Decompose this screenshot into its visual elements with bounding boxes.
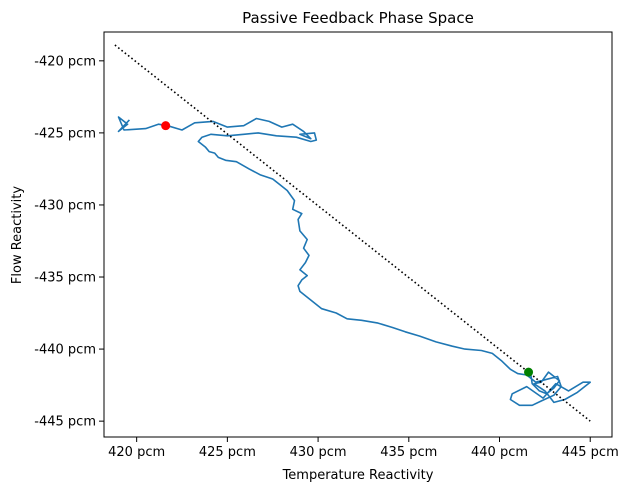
- x-axis-label: Temperature Reactivity: [282, 468, 434, 483]
- x-axis: 420 pcm 425 pcm 430 pcm 435 pcm 440 pcm 445 p…: [108, 437, 619, 460]
- trajectory-line: [117, 116, 592, 407]
- chart-title: Passive Feedback Phase Space: [242, 9, 474, 27]
- series-layer: [114, 44, 592, 422]
- plot-area: [104, 32, 612, 437]
- x-tick-label: 430 pcm: [290, 445, 347, 460]
- reference-dotted-line: [114, 44, 591, 422]
- start-point-marker: [161, 121, 171, 131]
- y-axis: -420 pcm -425 pcm -430 pcm -435 pcm -440 pcm…: [34, 54, 104, 430]
- y-tick-label: -420 pcm: [34, 54, 96, 69]
- y-tick-label: -430 pcm: [34, 198, 96, 213]
- plot-background: [104, 32, 612, 437]
- plot-frame: [103, 31, 613, 438]
- x-tick-label: 440 pcm: [471, 445, 528, 460]
- y-tick-label: -440 pcm: [34, 343, 96, 358]
- x-tick-label: 435 pcm: [380, 445, 437, 460]
- y-axis-label: Flow Reactivity: [10, 186, 25, 284]
- end-point-marker: [524, 367, 534, 377]
- x-tick-label: 420 pcm: [108, 445, 165, 460]
- y-tick-label: -435 pcm: [34, 271, 96, 286]
- y-tick-label: -445 pcm: [34, 415, 96, 430]
- x-tick-label: 425 pcm: [199, 445, 256, 460]
- y-tick-label: -425 pcm: [34, 126, 96, 141]
- x-tick-label: 445 pcm: [562, 445, 619, 460]
